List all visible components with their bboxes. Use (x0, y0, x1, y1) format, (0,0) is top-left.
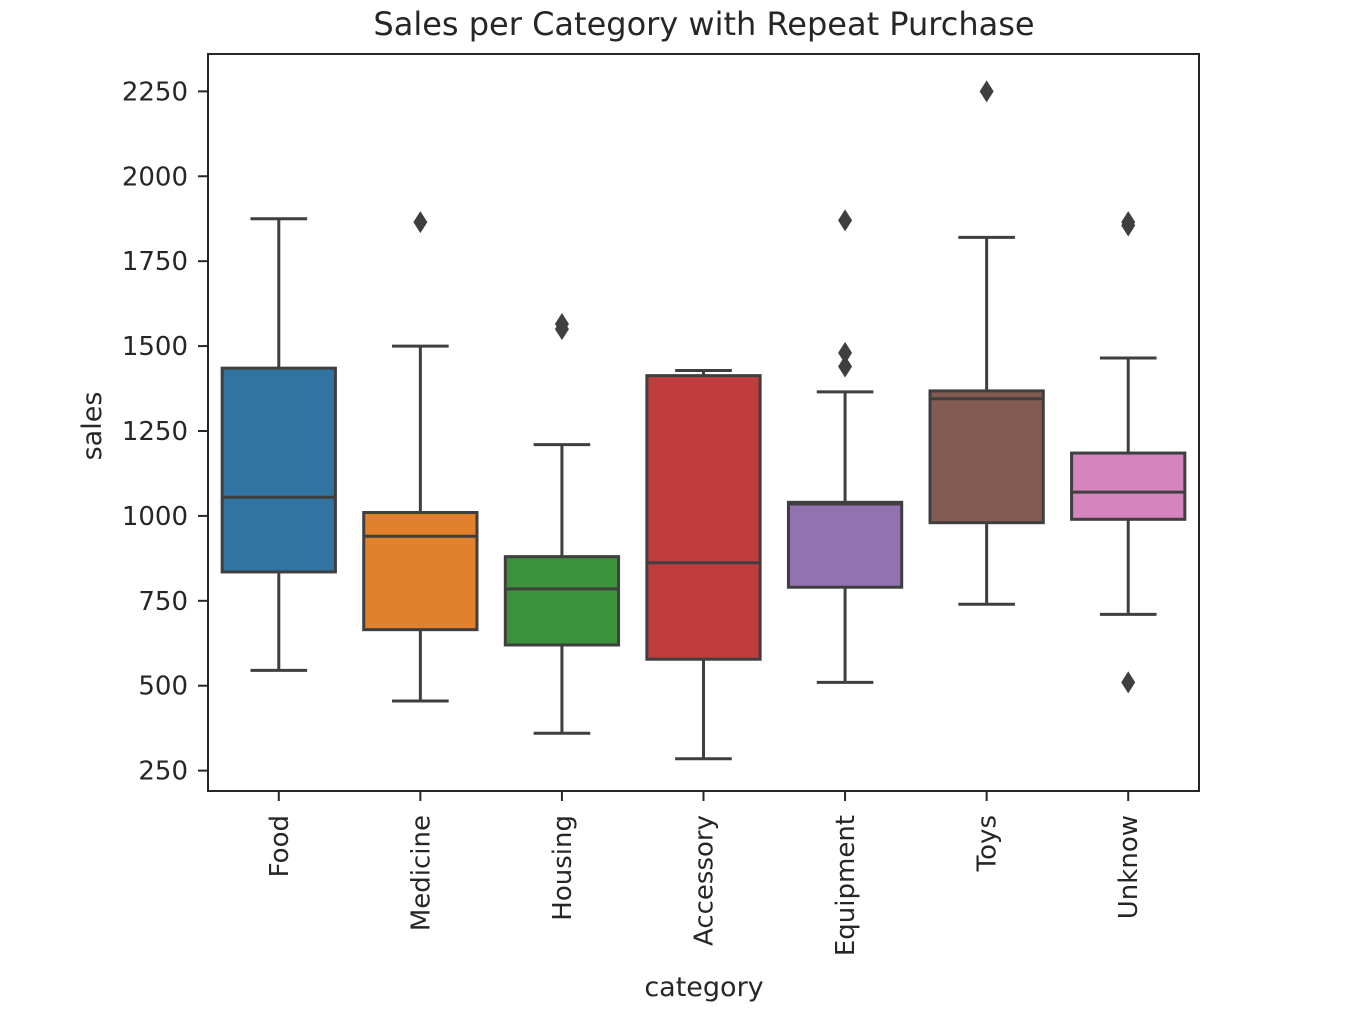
box-unknow (1070, 211, 1187, 694)
box-food (220, 217, 337, 672)
box-equipment (786, 209, 904, 684)
box-body (1070, 451, 1187, 521)
x-tick-label: Equipment (831, 815, 861, 956)
y-tick-label: 1750 (122, 247, 188, 277)
outlier-point (838, 341, 853, 364)
y-tick-label: 1000 (122, 502, 188, 532)
y-axis-label: sales (77, 392, 108, 461)
x-tick-label: Toys (973, 815, 1003, 872)
y-tick-label: 1250 (122, 417, 188, 447)
x-tick-label: Accessory (690, 815, 720, 946)
x-axis-label: category (644, 972, 763, 1003)
x-tick-label: Unknow (1114, 815, 1144, 919)
outlier-point (979, 80, 994, 103)
box-toys (928, 80, 1045, 606)
box-body (928, 389, 1045, 525)
outlier-point (838, 355, 853, 378)
y-tick-label: 1500 (122, 332, 188, 362)
y-tick-label: 750 (138, 587, 188, 617)
box-body (503, 555, 621, 647)
box-body (786, 500, 904, 589)
box-body (220, 366, 337, 574)
box-body (645, 374, 762, 661)
y-tick-label: 500 (138, 672, 188, 702)
outlier-point (838, 209, 853, 232)
y-axis: 250 500 750 1000 1250 1500 1750 2000 2250 (122, 77, 208, 787)
x-axis: Food Medicine Housing Accessory Equipment Toy… (265, 791, 1144, 956)
outlier-point (554, 313, 569, 336)
y-tick-label: 2000 (122, 162, 188, 192)
chart-title: Sales per Category with Repeat Purchase (373, 5, 1034, 43)
outlier-point (1121, 211, 1136, 234)
x-tick-label: Medicine (406, 815, 436, 931)
box-body (362, 511, 479, 632)
box-accessory (645, 369, 762, 761)
box-medicine (362, 211, 479, 703)
outlier-point (413, 211, 428, 234)
outlier-point (1121, 671, 1136, 694)
x-tick-label: Housing (548, 815, 578, 921)
x-tick-label: Food (265, 815, 295, 877)
box-housing (503, 313, 621, 735)
y-tick-label: 2250 (122, 77, 188, 107)
plot-area (220, 80, 1187, 761)
y-tick-label: 250 (138, 757, 188, 787)
